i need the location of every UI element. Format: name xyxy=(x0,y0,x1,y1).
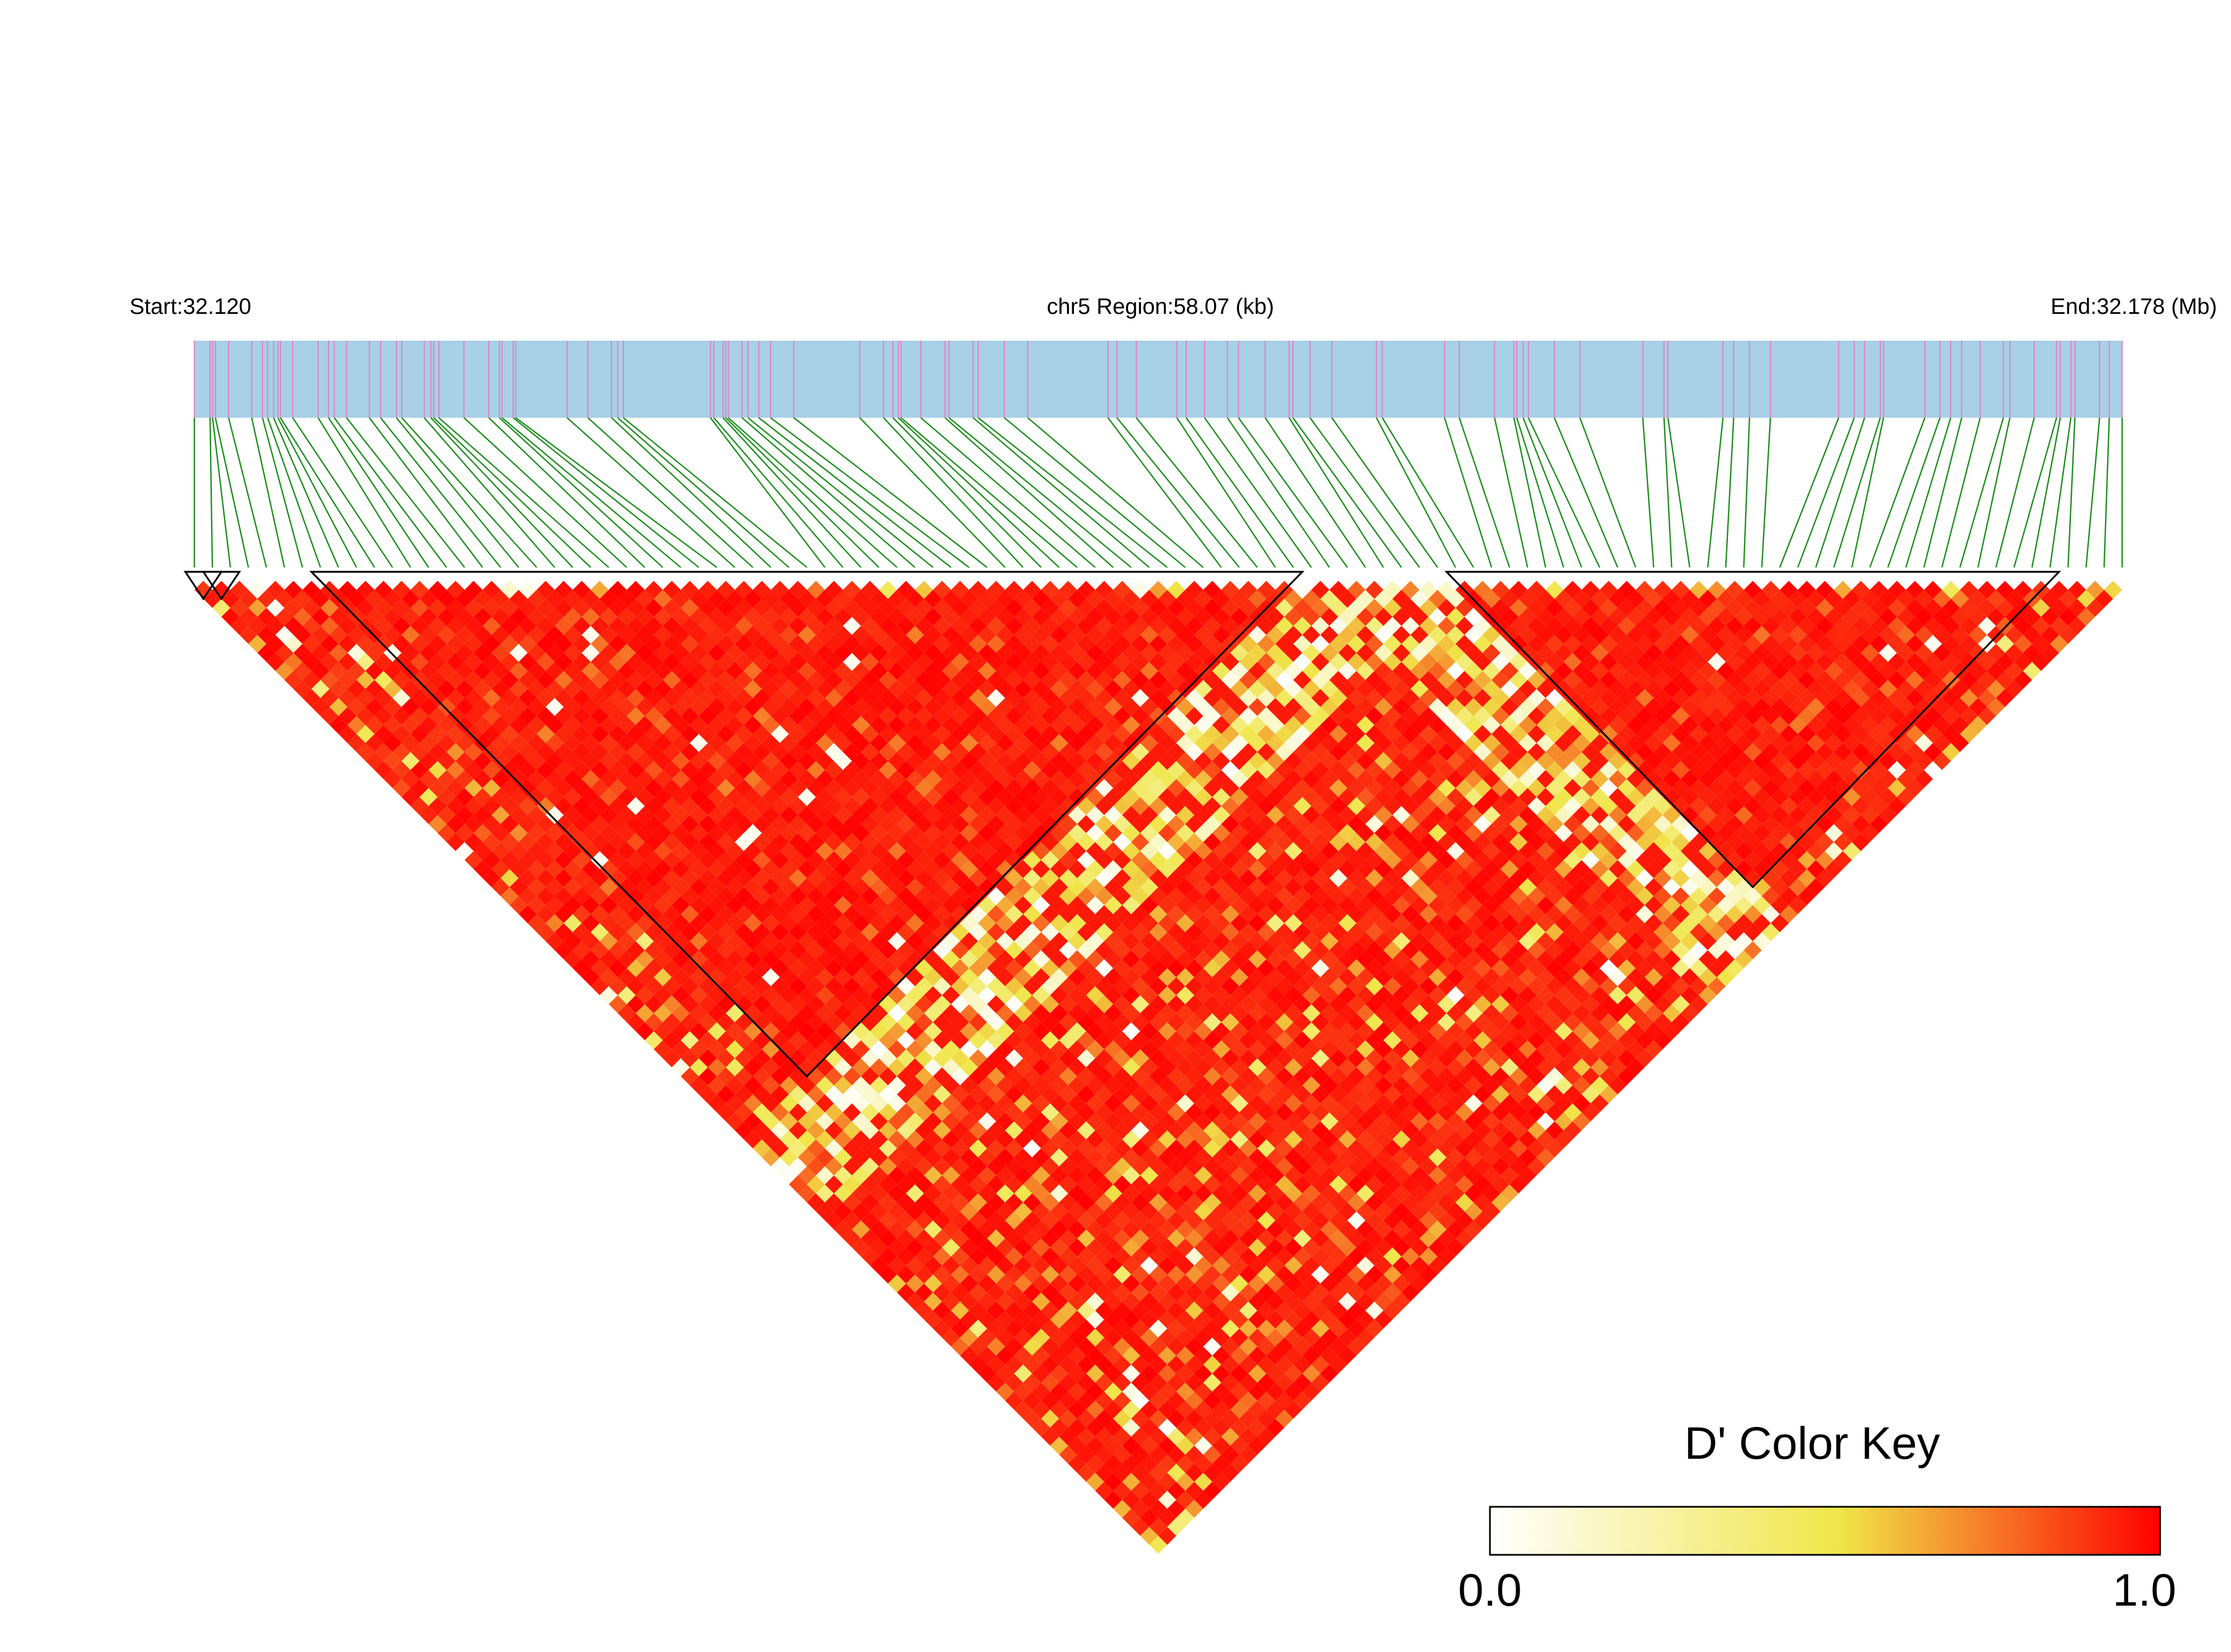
snp-connector-line xyxy=(2104,418,2109,567)
snp-connector-line xyxy=(1265,418,1365,567)
snp-connector-line xyxy=(945,418,1113,567)
snp-connector-line xyxy=(369,418,482,567)
snp-connector-line xyxy=(2068,418,2075,567)
snp-connector-line xyxy=(2014,418,2056,567)
snp-connector-line xyxy=(1744,418,1750,567)
snp-connector-line xyxy=(771,418,969,567)
snp-connector-line xyxy=(1924,418,1962,567)
region-label: chr5 Region:58.07 (kb) xyxy=(1047,294,1274,319)
snp-connector-line xyxy=(949,418,1131,567)
snp-connector-line xyxy=(1888,418,1940,567)
snp-connector-line xyxy=(424,418,555,567)
snp-connector-line xyxy=(1726,418,1733,567)
snp-connector-line xyxy=(1798,418,1854,567)
snp-connector-line xyxy=(1978,418,2010,567)
snp-connector-line xyxy=(1780,418,1838,567)
snp-connector-line xyxy=(293,418,393,567)
snp-connector-line xyxy=(1289,418,1383,567)
genome-track xyxy=(194,341,2122,418)
snp-connector-line xyxy=(1906,418,1951,567)
snp-connector-line xyxy=(1960,418,2004,567)
snp-connector-line xyxy=(1108,418,1221,567)
snp-connector-line xyxy=(1310,418,1420,567)
snp-connector-line xyxy=(612,418,771,567)
snp-connector-line xyxy=(1708,418,1723,567)
snp-connector-line xyxy=(1494,418,1527,567)
snp-connector-line xyxy=(1004,418,1185,567)
ld-cell-group xyxy=(194,581,2122,1554)
snp-connector-line xyxy=(1028,418,1203,567)
snp-connector-line xyxy=(228,418,266,567)
snp-connector-line xyxy=(1996,418,2034,567)
snp-connector-line xyxy=(859,418,1005,567)
snp-connector-line xyxy=(213,418,231,567)
snp-connector-line xyxy=(973,418,1149,567)
snp-connector-line xyxy=(1762,418,1770,567)
snp-connector-line xyxy=(216,418,249,567)
snp-connector-line xyxy=(1177,418,1275,567)
snp-connector-line xyxy=(2032,418,2061,567)
start-label: Start:32.120 xyxy=(130,294,251,319)
snp-connector-line xyxy=(380,418,500,567)
snp-connector-line xyxy=(1523,418,1582,567)
snp-connector-line xyxy=(728,418,897,567)
snp-connector-line xyxy=(618,418,789,567)
snp-connector-line xyxy=(210,418,212,567)
snp-connector-line xyxy=(1643,418,1654,567)
end-label: End:32.178 (Mb) xyxy=(2051,294,2217,319)
snp-connector-line xyxy=(334,418,446,567)
snp-connector-line xyxy=(921,418,1095,567)
snp-connector-line xyxy=(893,418,1041,567)
snp-connector-line xyxy=(402,418,537,567)
snp-connector-line xyxy=(1239,418,1348,567)
snp-connector-line xyxy=(901,418,1077,567)
snp-connector-line xyxy=(274,418,338,567)
snp-connector-line xyxy=(1227,418,1330,567)
snp-connector-line xyxy=(1377,418,1456,567)
snp-connector-line xyxy=(2086,418,2099,567)
snp-connector-line xyxy=(2050,418,2071,567)
snp-connector-line xyxy=(431,418,573,567)
snp-connector-group xyxy=(194,418,2122,567)
snp-connector-line xyxy=(328,418,428,567)
snp-connector-line xyxy=(1942,418,1980,567)
snp-connector-line xyxy=(978,418,1167,567)
snp-connector-line xyxy=(278,418,357,567)
snp-connector-line xyxy=(1382,418,1473,567)
